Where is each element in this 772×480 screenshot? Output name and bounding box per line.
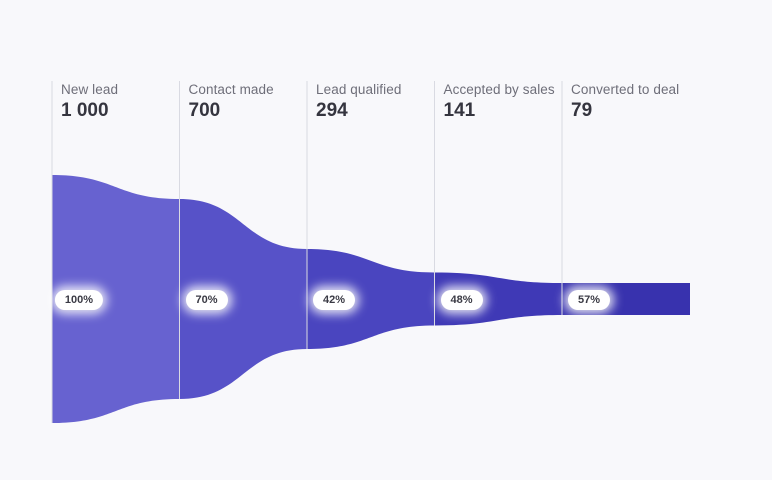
stage-label-block: Accepted by sales 141 bbox=[444, 81, 555, 123]
stage-label: Accepted by sales bbox=[443, 82, 555, 97]
conversion-badge: 70% bbox=[185, 290, 228, 310]
funnel-segment bbox=[52, 175, 180, 423]
stage-label-block: Lead qualified 294 bbox=[316, 81, 401, 123]
funnel-segment bbox=[434, 272, 562, 326]
funnel-segment bbox=[179, 199, 307, 399]
stage-value: 141 bbox=[443, 100, 476, 121]
stage-label-block: New lead 1 000 bbox=[61, 81, 118, 123]
stage-value: 1 000 bbox=[61, 100, 109, 121]
conversion-badge: 100% bbox=[54, 290, 104, 310]
stage-value: 294 bbox=[316, 100, 348, 121]
conversion-badge: 48% bbox=[440, 290, 483, 310]
stage-label: Lead qualified bbox=[316, 82, 402, 97]
stage-value: 79 bbox=[571, 100, 593, 121]
stage-label: Contact made bbox=[188, 82, 274, 97]
conversion-badge: 42% bbox=[312, 290, 356, 310]
stage-value: 700 bbox=[188, 100, 221, 121]
stage-label-block: Converted to deal 79 bbox=[571, 81, 679, 123]
stage-label: Converted to deal bbox=[571, 82, 680, 97]
stage-label: New lead bbox=[61, 82, 119, 97]
conversion-badge: 57% bbox=[567, 290, 611, 310]
stage-label-block: Contact made 700 bbox=[189, 81, 274, 123]
funnel-segment bbox=[307, 249, 435, 349]
